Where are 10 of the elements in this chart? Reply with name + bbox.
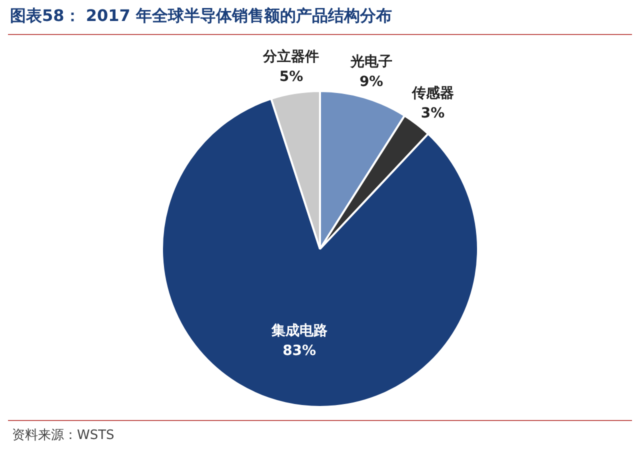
slice-label: 光电子 bbox=[349, 54, 392, 70]
chart-title: 图表58： 2017 年全球半导体销售额的产品结构分布 bbox=[10, 6, 392, 27]
data-label: 83% bbox=[282, 343, 316, 360]
data-label: 5% bbox=[279, 68, 304, 85]
data-label: 9% bbox=[359, 74, 384, 90]
text: 资料来源：WSTS bbox=[12, 427, 114, 444]
slice-label: 传感器 bbox=[410, 85, 454, 102]
data-label: 3% bbox=[420, 105, 445, 122]
slice-label: 分立器件 bbox=[262, 48, 320, 65]
slice-label: 集成电路 bbox=[270, 323, 328, 340]
